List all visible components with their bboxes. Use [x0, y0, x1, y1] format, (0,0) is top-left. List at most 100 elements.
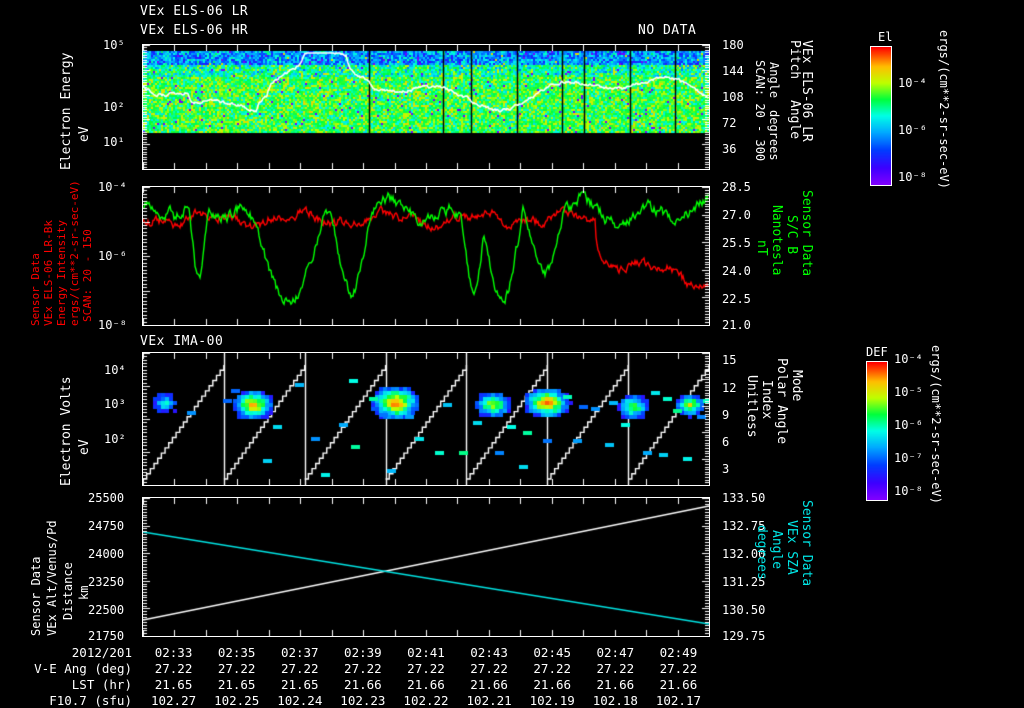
panel4-left-label-distance: Distance — [61, 562, 75, 620]
bottom-table-f107-2: 102.24 — [277, 693, 323, 708]
panel4-ytick-5: 21750 — [88, 629, 125, 643]
panel2-left-label-sensor-data: Sensor Data — [29, 253, 42, 326]
panel1-ytick-0: 10⁵ — [103, 38, 125, 52]
bottom-table-ve-ang-0: 27.22 — [154, 661, 193, 676]
panel4-plot[interactable] — [142, 497, 710, 637]
panel4-rtick-3: 131.25 — [722, 575, 766, 589]
panel1-right-label-sensor: VEx ELS-06 LR — [799, 40, 814, 142]
panel3-title: VEx IMA-00 — [140, 334, 224, 349]
bottom-table-lst-5: 21.66 — [470, 677, 508, 692]
panel4-ytick-4: 22500 — [88, 603, 125, 617]
panel3-rtick-2: 9 — [722, 408, 730, 422]
colorbar2-title: DEF — [866, 345, 888, 359]
panel2-right-label-sc-b: S/C B — [784, 215, 799, 255]
bottom-table-ve-ang-3: 27.22 — [344, 661, 382, 676]
panel2-left-label-quantity: Energy Intensity — [55, 220, 68, 326]
bottom-table-time-7: 02:47 — [596, 645, 635, 660]
panel2-plot[interactable] — [142, 186, 710, 326]
bottom-table-ve-ang-8: 27.22 — [659, 661, 698, 676]
panel4-ytick-3: 23250 — [88, 575, 125, 589]
panel3-right-label-unitless: Unitless — [744, 375, 759, 438]
bottom-table-f107-6: 102.19 — [529, 693, 575, 708]
panel4-ytick-0: 25500 — [88, 491, 125, 505]
panel3-left-axis-label: Electron Volts — [59, 376, 74, 486]
bottom-table-f107-0: 102.27 — [150, 693, 197, 708]
panel1-left-axis-title: Electron Energy — [59, 52, 74, 170]
panel3-ytick-0: 10⁴ — [104, 363, 126, 377]
panel2-rtick-3: 24.0 — [722, 264, 751, 278]
bottom-table-time-3: 02:39 — [344, 645, 382, 660]
bottom-table-lst-3: 21.66 — [344, 677, 382, 692]
panel1-rtick-0: 180 — [722, 38, 744, 52]
panel3-right-label-polar-angle: Polar Angle — [774, 358, 789, 445]
panel4-ytick-2: 24000 — [88, 547, 125, 561]
panel2-left-label-instrument: VEx ELS-06 LR-Bk — [42, 220, 55, 326]
bottom-table-lst-0: 21.65 — [154, 677, 193, 692]
panel4-right-label-degrees: degrees — [754, 525, 769, 580]
colorbar2[interactable] — [866, 361, 888, 501]
bottom-table-lst-4: 21.66 — [407, 677, 445, 692]
panel1-rtick-4: 36 — [722, 142, 737, 156]
panel2-ytick-2: 10⁻⁸ — [98, 318, 127, 332]
bottom-table-time-6: 02:45 — [533, 645, 572, 660]
panel3-plot[interactable] — [142, 352, 710, 486]
panel2-rtick-1: 27.0 — [722, 208, 751, 222]
bottom-table-f107-3: 102.23 — [340, 693, 386, 708]
panel3-ytick-2: 10² — [104, 432, 126, 446]
bottom-table-lst-7: 21.66 — [596, 677, 635, 692]
bottom-table-f107-1: 102.25 — [214, 693, 260, 708]
panel2-rtick-0: 28.5 — [722, 180, 751, 194]
panel3-rtick-0: 15 — [722, 353, 737, 367]
colorbar2-units: ergs/(cm**2-sr-sec-eV) — [929, 345, 943, 504]
bottom-table-ve-ang-6: 27.22 — [533, 661, 572, 676]
panel2-rtick-4: 22.5 — [722, 292, 751, 306]
bottom-table-ve-ang-2: 27.22 — [280, 661, 319, 676]
panel2-right-label-nanotesla: Nanotesla — [769, 205, 784, 276]
panel1-plot[interactable] — [142, 44, 710, 170]
panel1-right-label-angle: Angle — [787, 100, 802, 140]
bottom-table-f107-7: 102.18 — [592, 693, 638, 708]
colorbar2-tick-0: 10⁻⁴ — [894, 352, 923, 366]
panel2-right-label-nt: nT — [754, 240, 769, 256]
bottom-table-ve-ang-5: 27.22 — [470, 661, 508, 676]
panel1-rtick-2: 108 — [722, 90, 744, 104]
panel1-title-sub: VEx ELS-06 HR — [140, 23, 249, 38]
panel2-rtick-2: 25.5 — [722, 236, 751, 250]
panel4-rtick-1: 132.75 — [722, 519, 766, 533]
bottom-table-row-label-1: V-E Ang (deg) — [34, 661, 132, 676]
panel1-rtick-1: 144 — [722, 64, 744, 78]
panel1-right-label-degrees: degrees — [767, 110, 781, 161]
bottom-table-row-label-0: 2012/201 — [71, 645, 132, 660]
panel1-nodata-label: NO DATA — [638, 23, 697, 38]
colorbar1-units: ergs/(cm**2-sr-sec-eV) — [937, 30, 951, 189]
colorbar1-tick-1: 10⁻⁶ — [898, 123, 927, 137]
bottom-table: 2012/201 V-E Ang (deg) LST (hr) F10.7 (s… — [0, 645, 1024, 708]
panel3-rtick-1: 12 — [722, 381, 737, 395]
bottom-table-lst-8: 21.66 — [659, 677, 698, 692]
bottom-table-f107-8: 102.17 — [655, 693, 702, 708]
panel1-rtick-3: 72 — [722, 116, 737, 130]
panel4-right-label-angle: Angle — [769, 530, 784, 570]
colorbar2-tick-1: 10⁻⁵ — [894, 385, 923, 399]
bottom-table-ve-ang-1: 27.22 — [217, 661, 256, 676]
colorbar2-tick-4: 10⁻⁸ — [894, 484, 923, 498]
panel3-rtick-3: 6 — [722, 435, 730, 449]
panel4-rtick-0: 133.50 — [722, 491, 766, 505]
panel4-rtick-4: 130.50 — [722, 603, 766, 617]
bottom-table-row-label-2: LST (hr) — [71, 677, 132, 692]
bottom-table-time-2: 02:37 — [280, 645, 319, 660]
bottom-table-time-4: 02:41 — [407, 645, 445, 660]
bottom-table-time-0: 02:33 — [154, 645, 193, 660]
bottom-table-f107-5: 102.21 — [466, 693, 512, 708]
panel1-title-top: VEx ELS-06 LR — [140, 4, 249, 19]
panel3-right-label-index: Index — [759, 380, 774, 420]
bottom-table-time-8: 02:49 — [659, 645, 698, 660]
panel4-rtick-2: 132.00 — [722, 547, 766, 561]
panel2-left-label-scan: SCAN: 20 - 150 — [81, 229, 94, 322]
panel4-rtick-5: 129.75 — [722, 629, 766, 643]
bottom-table-time-1: 02:35 — [217, 645, 256, 660]
colorbar1-tick-2: 10⁻⁸ — [898, 170, 927, 184]
colorbar1[interactable] — [870, 46, 892, 186]
panel2-right-label-sensor-data: Sensor Data — [799, 190, 814, 277]
bottom-table-lst-1: 21.65 — [217, 677, 256, 692]
